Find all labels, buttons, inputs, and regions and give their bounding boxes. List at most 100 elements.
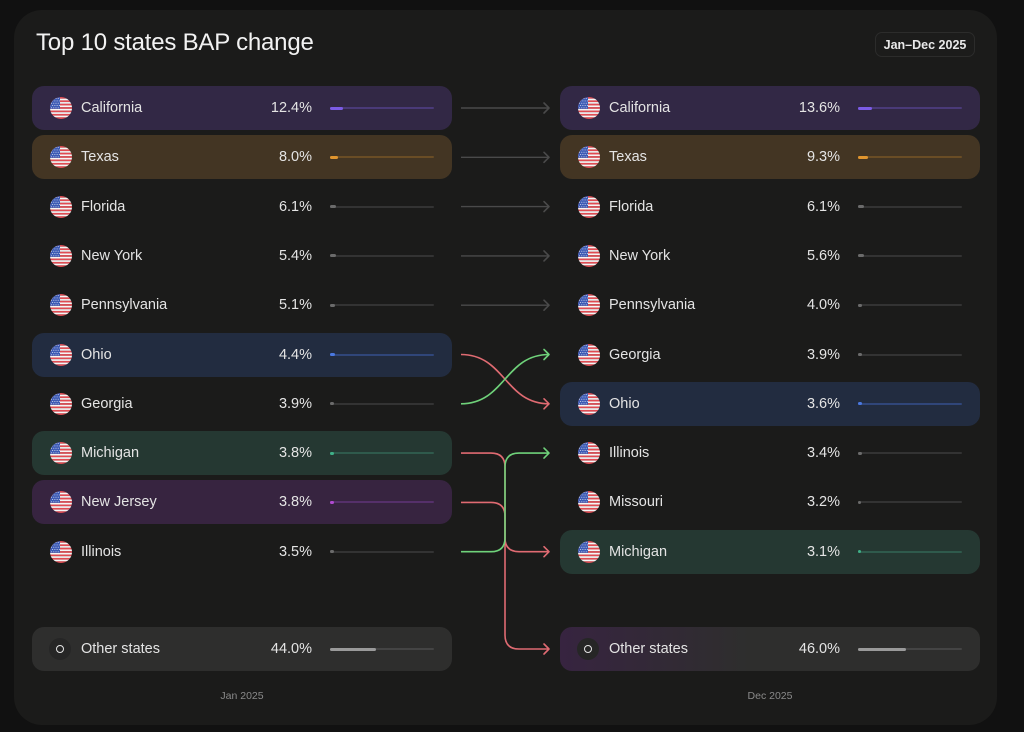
us-flag-icon [50,540,72,563]
share-value: 44.0% [270,641,312,657]
share-bar-track [330,647,434,651]
state-row-california[interactable]: California 13.6% [560,86,980,130]
jan-column-label: Jan 2025 [220,690,264,702]
share-value: 3.5% [278,543,312,560]
state-row-pennsylvania[interactable]: Pennsylvania 5.1% [32,283,452,327]
state-name: Florida [81,198,126,215]
us-flag-icon [578,442,600,465]
arrow-head-icon [543,398,550,410]
state-row-new-york[interactable]: New York 5.6% [560,234,980,278]
us-flag-icon [50,491,72,514]
share-value: 46.0% [798,641,840,657]
us-flag-icon [578,540,600,563]
share-bar-fill [330,254,336,258]
share-bar-fill [858,550,862,554]
share-bar-track [858,451,962,455]
us-flag-icon [578,343,600,366]
state-row-ohio[interactable]: Ohio 4.4% [32,332,452,377]
us-flag-icon [50,97,72,119]
date-range-badge[interactable]: Jan–Dec 2025 [875,32,975,57]
share-bar-fill [330,451,334,455]
us-flag-icon [50,195,72,218]
arrow-head-icon [543,447,550,459]
other-states-row[interactable]: Other states 44.0% [32,627,452,671]
arrow-head-icon [543,200,550,213]
share-bar-track [330,303,434,307]
state-row-texas[interactable]: Texas 9.3% [560,135,980,180]
share-bar-track [858,205,962,209]
share-bar-fill [858,402,862,406]
us-flag-icon [578,244,600,267]
share-bar-fill [858,303,863,307]
share-bar-track [858,155,962,159]
state-name: Michigan [81,445,140,462]
arrow-head-icon [543,151,550,164]
share-value: 5.6% [806,247,840,264]
state-row-new-jersey[interactable]: New Jersey 3.8% [32,480,452,525]
state-name: Georgia [81,395,133,412]
share-bar-fill [858,451,862,455]
share-value: 3.8% [278,494,312,511]
state-name: Pennsylvania [609,297,696,314]
share-value: 3.1% [806,543,840,560]
share-bar-track [330,500,434,504]
dec-column-label: Dec 2025 [747,690,793,702]
state-name: California [609,100,671,116]
share-bar-track [330,353,434,356]
state-row-california[interactable]: California 12.4% [32,86,452,130]
arrow-head-icon [543,545,550,558]
share-value: 4.4% [278,346,312,363]
state-row-georgia[interactable]: Georgia 3.9% [32,382,452,426]
share-value: 5.4% [278,247,312,264]
share-bar-fill [858,500,862,504]
state-name: Pennsylvania [81,297,168,314]
state-row-new-york[interactable]: New York 5.4% [32,234,452,278]
us-flag-icon [50,343,72,366]
share-bar-fill [858,254,864,258]
share-bar-track [330,550,434,554]
share-bar-track [330,155,434,159]
chart-title: Top 10 states BAP change [36,29,314,56]
connector-up [461,452,549,553]
state-name: California [81,100,143,116]
state-name: Other states [609,641,688,657]
state-row-florida[interactable]: Florida 6.1% [32,185,452,229]
share-value: 4.0% [806,297,840,314]
state-row-michigan[interactable]: Michigan 3.1% [560,529,980,574]
share-bar-track [858,647,962,651]
state-row-ohio[interactable]: Ohio 3.6% [560,381,980,426]
share-value: 6.1% [806,198,840,215]
state-name: Texas [81,149,119,166]
us-flag-icon [50,392,72,415]
state-name: Texas [609,149,647,166]
state-row-georgia[interactable]: Georgia 3.9% [560,333,980,377]
state-name: New York [609,247,671,264]
share-bar-track [858,303,962,307]
us-flag-icon [578,97,600,119]
state-row-michigan[interactable]: Michigan 3.8% [32,431,452,476]
state-row-texas[interactable]: Texas 8.0% [32,135,452,180]
state-name: Illinois [609,445,650,462]
state-name: Other states [81,641,160,657]
state-row-illinois[interactable]: Illinois 3.5% [32,530,452,574]
share-bar-fill [330,402,335,406]
state-row-florida[interactable]: Florida 6.1% [560,185,980,229]
other-states-icon [577,638,599,660]
connector-up [460,353,550,405]
share-value: 8.0% [278,149,312,166]
other-states-row[interactable]: Other states 46.0% [560,627,980,671]
arrow-head-icon [543,348,550,361]
state-name: Ohio [81,346,112,363]
share-bar-fill [858,353,863,356]
share-value: 3.9% [806,346,840,363]
state-row-missouri[interactable]: Missouri 3.2% [560,480,980,524]
share-bar-fill [330,500,334,504]
state-name: Illinois [81,543,122,560]
state-row-pennsylvania[interactable]: Pennsylvania 4.0% [560,283,980,327]
share-bar-fill [858,155,868,159]
state-row-illinois[interactable]: Illinois 3.4% [560,431,980,475]
share-value: 6.1% [278,198,312,215]
share-bar-track [858,106,962,110]
us-flag-icon [578,195,600,218]
